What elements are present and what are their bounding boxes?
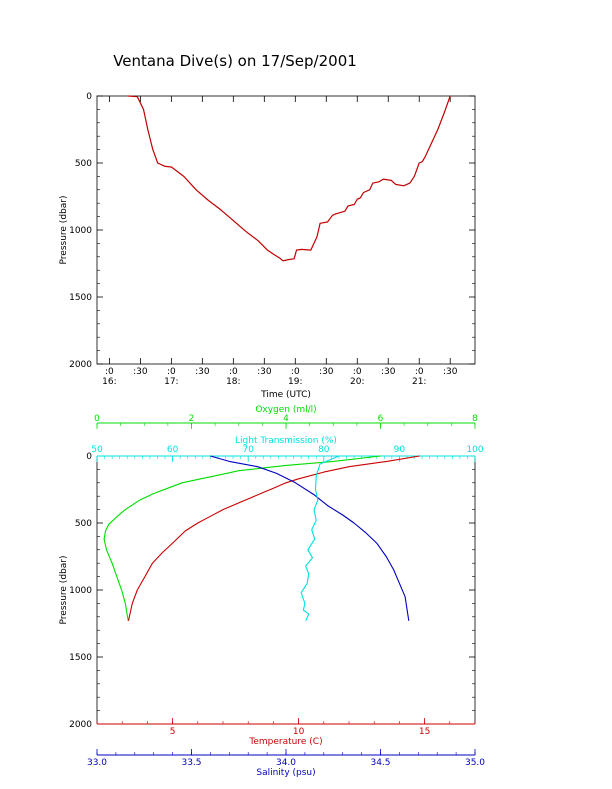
bottom-y-tick-label: 500 [75, 519, 92, 529]
oxygen-tick-label: 8 [472, 414, 478, 424]
oxygen-tick-label: 2 [189, 414, 195, 424]
top-x-tick-label-minutes: :0 [353, 367, 362, 377]
top-x-axis-ticks: :016::30:017::30:018::30:019::30:020::30… [102, 96, 458, 387]
top-y-tick-label: 2000 [69, 360, 92, 370]
oxygen-tick-label: 6 [378, 414, 384, 424]
bottom-y-tick-label: 2000 [69, 720, 92, 730]
salinity-profile-line [210, 455, 410, 621]
top-y-tick-label: 1000 [69, 226, 92, 236]
top-y-tick-label: 0 [86, 92, 92, 102]
salinity-tick-label: 35.0 [465, 758, 485, 768]
oxygen-axis-label: Oxygen (ml/l) [255, 405, 316, 415]
temperature-tick-label: 15 [419, 727, 430, 737]
bottom-y-axis-ticks: 0 500 1000 1500 2000 [69, 452, 475, 730]
light-tick-label: 60 [167, 445, 179, 455]
salinity-tick-label: 34.0 [276, 758, 296, 768]
light-tick-label: 70 [242, 445, 254, 455]
light-profile-line [300, 455, 340, 622]
top-y-axis-label: Pressure (dbar) [59, 196, 69, 265]
top-x-axis-label: Time (UTC) [260, 390, 311, 400]
top-x-tick-label-hour: 21: [412, 377, 426, 387]
top-series-group [127, 95, 451, 262]
temperature-tick-label: 5 [170, 727, 176, 737]
top-y-axis-ticks: 0 500 1000 1500 2000 [69, 92, 475, 370]
temperature-tick-label: 10 [293, 727, 305, 737]
top-x-tick-label-minutes: :0 [105, 367, 114, 377]
oxygen-profile-line [103, 455, 381, 621]
salinity-tick-label: 33.5 [181, 758, 201, 768]
profile-chart: 0 500 1000 1500 2000 0 2 4 6 8 Oxygen (ml/l) 50 60 7… [59, 405, 485, 778]
top-x-tick-label-minutes: :30 [443, 367, 458, 377]
top-x-tick-label-minutes: :0 [167, 367, 176, 377]
bottom-y-tick-label: 1500 [69, 653, 92, 663]
light-tick-label: 100 [466, 445, 483, 455]
bottom-y-tick-label: 0 [86, 452, 92, 462]
bottom-series-group [103, 455, 420, 622]
top-x-tick-label-hour: 18: [226, 377, 240, 387]
light-tick-label: 80 [318, 445, 330, 455]
salinity-tick-label: 34.5 [370, 758, 390, 768]
top-x-tick-label-hour: 17: [164, 377, 178, 387]
top-x-tick-label-minutes: :30 [133, 367, 148, 377]
top-x-tick-label-minutes: :30 [381, 367, 396, 377]
top-x-tick-label-minutes: :30 [319, 367, 334, 377]
salinity-axis-label: Salinity (psu) [256, 768, 315, 778]
light-axis-label: Light Transmission (%) [235, 436, 337, 446]
oxygen-tick-label: 0 [94, 414, 100, 424]
light-tick-label: 90 [394, 445, 406, 455]
top-x-tick-label-minutes: :0 [229, 367, 238, 377]
top-x-tick-label-minutes: :30 [195, 367, 210, 377]
top-x-tick-label-minutes: :0 [415, 367, 424, 377]
bottom-y-axis-label: Pressure (dbar) [59, 556, 69, 625]
salinity-tick-label: 33.0 [87, 758, 107, 768]
oxygen-tick-label: 4 [283, 414, 289, 424]
bottom-y-tick-label: 1000 [69, 586, 92, 596]
top-y-tick-label: 500 [75, 159, 92, 169]
top-plot-frame [96, 95, 476, 365]
top-x-tick-label-minutes: :0 [291, 367, 300, 377]
top-x-tick-label-minutes: :30 [257, 367, 272, 377]
light-tick-label: 50 [91, 445, 103, 455]
top-x-tick-label-hour: 20: [350, 377, 364, 387]
top-x-tick-label-hour: 19: [288, 377, 302, 387]
chart-title: Ventana Dive(s) on 17/Sep/2001 [113, 52, 357, 70]
top-x-tick-label-hour: 16: [102, 377, 116, 387]
temperature-axis-label: Temperature (C) [248, 737, 322, 747]
top-y-tick-label: 1500 [69, 293, 92, 303]
temperature-profile-line [127, 455, 420, 621]
dive-pressure-line [127, 95, 451, 262]
